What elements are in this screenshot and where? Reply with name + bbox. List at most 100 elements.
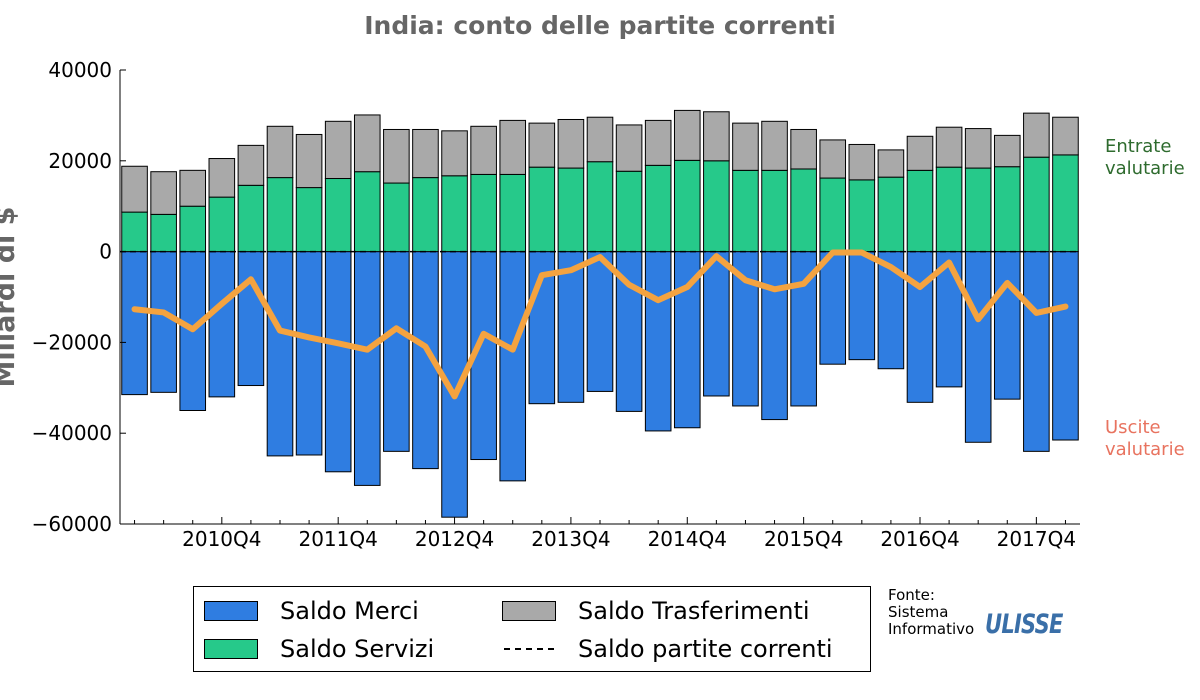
- bar-saldo-trasferimenti: [499, 119, 527, 175]
- bar-saldo-servizi: [412, 177, 439, 253]
- legend-item-saldo-partite-correnti: Saldo partite correnti: [502, 635, 833, 663]
- bar-saldo-trasferimenti: [324, 120, 352, 180]
- source-note: Fonte: Sistema Informativo: [888, 587, 974, 638]
- bar-saldo-servizi: [935, 166, 963, 253]
- annotation-uscite-2: valutarie: [1105, 439, 1185, 460]
- bar-saldo-servizi: [353, 171, 381, 253]
- x-tick-label: 2010Q4: [182, 527, 261, 551]
- bar-saldo-trasferimenti: [877, 149, 905, 178]
- bar-saldo-servizi: [470, 173, 497, 253]
- bar-saldo-servizi: [819, 177, 847, 253]
- bar-saldo-servizi: [644, 164, 672, 253]
- bar-saldo-servizi: [1023, 156, 1050, 253]
- bar-saldo-servizi: [237, 184, 265, 253]
- bar-saldo-merci: [993, 251, 1021, 400]
- chart: India: conto delle partite correnti Mili…: [0, 11, 1185, 551]
- y-tick-label: 40000: [48, 58, 112, 82]
- x-tick-label: 2012Q4: [415, 527, 494, 551]
- bar-saldo-servizi: [150, 213, 177, 253]
- legend-swatch-trasferimenti: [502, 601, 556, 621]
- legend-label-servizi: Saldo Servizi: [280, 635, 435, 663]
- y-tick-label: −20000: [32, 330, 112, 354]
- chart-title: India: conto delle partite correnti: [364, 11, 836, 40]
- bar-saldo-merci: [703, 251, 730, 397]
- bar-saldo-trasferimenti: [412, 128, 439, 179]
- bar-saldo-trasferimenti: [819, 139, 847, 179]
- bar-saldo-trasferimenti: [266, 125, 294, 179]
- legend: Saldo Merci Saldo Servizi Saldo Trasferi…: [193, 586, 871, 672]
- bar-saldo-merci: [557, 251, 585, 403]
- bar-saldo-merci: [1052, 251, 1079, 441]
- bar-saldo-merci: [208, 251, 236, 398]
- current-account-line-group: [131, 249, 1069, 400]
- bar-saldo-servizi: [732, 169, 759, 253]
- x-tick-label: 2014Q4: [648, 527, 727, 551]
- legend-swatch-servizi: [204, 639, 258, 659]
- legend-swatch-merci: [204, 601, 258, 621]
- bar-saldo-merci: [586, 251, 614, 392]
- bar-saldo-servizi: [383, 182, 410, 253]
- bar-saldo-trasferimenti: [906, 135, 934, 171]
- annotation-uscite-1: Uscite: [1105, 417, 1161, 438]
- bar-saldo-merci: [1023, 251, 1050, 452]
- source-line-1: Fonte:: [888, 586, 935, 604]
- legend-label-merci: Saldo Merci: [280, 597, 419, 625]
- legend-swatch-partite-correnti: [502, 639, 556, 659]
- bar-saldo-trasferimenti: [935, 126, 963, 168]
- bar-saldo-merci: [906, 251, 934, 403]
- bar-saldo-trasferimenti: [441, 130, 468, 177]
- source-line-2: Sistema: [888, 603, 949, 621]
- bar-saldo-merci: [324, 251, 352, 473]
- bar-saldo-servizi: [557, 167, 585, 253]
- bar-saldo-trasferimenti: [964, 128, 992, 169]
- y-tick-label: 0: [99, 240, 112, 264]
- bar-saldo-trasferimenti: [703, 111, 730, 162]
- bar-saldo-merci: [266, 251, 294, 457]
- bar-saldo-servizi: [848, 179, 876, 253]
- bar-saldo-trasferimenti: [644, 119, 672, 166]
- bar-saldo-servizi: [1052, 154, 1079, 253]
- source-line-3: Informativo: [888, 620, 975, 638]
- bar-saldo-servizi: [324, 178, 352, 253]
- bar-saldo-trasferimenti: [673, 109, 701, 161]
- legend-item-saldo-trasferimenti: Saldo Trasferimenti: [502, 597, 810, 625]
- bar-saldo-merci: [353, 251, 381, 486]
- legend-item-saldo-servizi: Saldo Servizi: [204, 635, 434, 663]
- legend-label-trasferimenti: Saldo Trasferimenti: [578, 597, 810, 625]
- bar-saldo-servizi: [295, 187, 323, 253]
- bars-group: [121, 109, 1079, 518]
- bar-saldo-merci: [295, 251, 323, 456]
- y-axis-label: Miliardi di $: [0, 207, 21, 388]
- legend-label-partite-correnti: Saldo partite correnti: [578, 635, 833, 663]
- bar-saldo-servizi: [586, 161, 614, 253]
- x-tick-label: 2017Q4: [997, 527, 1076, 551]
- bar-saldo-servizi: [761, 169, 788, 253]
- bar-saldo-servizi: [528, 166, 556, 253]
- x-tick-label: 2015Q4: [764, 527, 843, 551]
- bar-saldo-trasferimenti: [993, 134, 1021, 168]
- bar-saldo-servizi: [121, 211, 148, 253]
- bar-saldo-trasferimenti: [557, 118, 585, 169]
- bar-saldo-merci: [121, 251, 148, 396]
- bar-saldo-trasferimenti: [1052, 116, 1079, 156]
- bar-saldo-merci: [499, 251, 527, 482]
- bar-saldo-servizi: [906, 169, 934, 253]
- bar-saldo-merci: [819, 251, 847, 365]
- annotation-entrate-1: Entrate: [1105, 136, 1171, 157]
- x-tick-label: 2011Q4: [298, 527, 377, 551]
- ulisse-logo: ULISSE: [985, 609, 1063, 640]
- bar-saldo-merci: [732, 251, 759, 407]
- bar-saldo-merci: [964, 251, 992, 443]
- bar-saldo-merci: [644, 251, 672, 432]
- bar-saldo-merci: [761, 251, 788, 421]
- bar-saldo-trasferimenti: [586, 116, 614, 163]
- bar-saldo-servizi: [964, 167, 992, 253]
- y-tick-label: −40000: [32, 421, 112, 445]
- bar-saldo-servizi: [993, 166, 1021, 253]
- bar-saldo-trasferimenti: [848, 143, 876, 181]
- bar-saldo-trasferimenti: [761, 120, 788, 171]
- bar-saldo-servizi: [673, 159, 701, 253]
- bar-saldo-servizi: [790, 168, 817, 253]
- bar-saldo-servizi: [208, 196, 236, 253]
- x-tick-label: 2016Q4: [880, 527, 959, 551]
